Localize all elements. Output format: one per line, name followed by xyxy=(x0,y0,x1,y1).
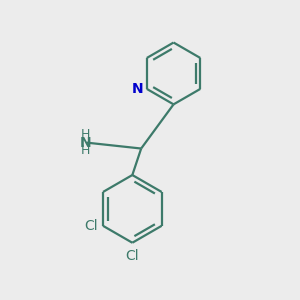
Text: H: H xyxy=(80,128,90,141)
Text: H: H xyxy=(80,144,90,158)
Text: N: N xyxy=(80,136,91,150)
Text: Cl: Cl xyxy=(125,249,139,262)
Text: N: N xyxy=(132,82,143,96)
Text: Cl: Cl xyxy=(84,219,98,233)
